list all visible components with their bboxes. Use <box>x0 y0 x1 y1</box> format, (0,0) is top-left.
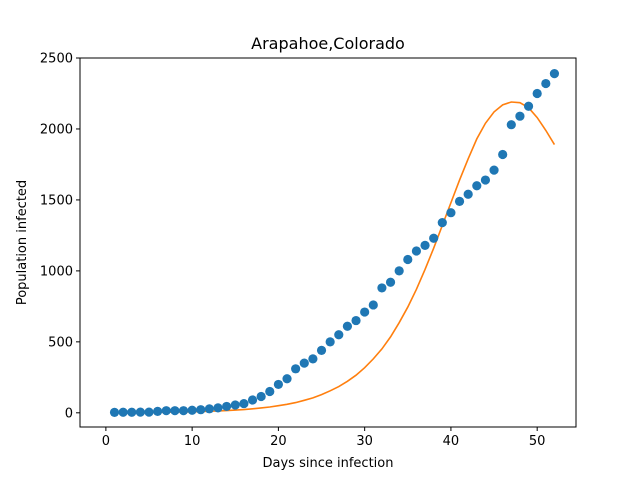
scatter-point <box>256 391 266 402</box>
scatter-point <box>187 405 197 415</box>
scatter-point <box>394 266 404 276</box>
scatter-point <box>118 407 128 417</box>
x-axis-label: Days since infection <box>263 456 394 471</box>
scatter-point <box>308 354 318 364</box>
x-tick-label: 20 <box>270 434 287 449</box>
scatter-point <box>480 175 491 185</box>
scatter-point <box>127 407 137 417</box>
scatter-point <box>437 218 447 228</box>
scatter-point <box>523 101 534 111</box>
scatter-point <box>325 337 335 347</box>
scatter-point <box>532 88 542 99</box>
scatter-point <box>472 181 482 191</box>
scatter-point <box>161 406 171 416</box>
y-tick-label: 1000 <box>40 264 73 279</box>
scatter-point <box>196 405 206 415</box>
scatter-point <box>454 196 465 206</box>
scatter-point <box>299 358 309 368</box>
x-tick-label: 10 <box>184 434 201 449</box>
scatter-point <box>498 149 508 160</box>
scatter-point <box>273 379 283 390</box>
scatter-point <box>334 330 344 340</box>
scatter-point <box>506 120 516 130</box>
scatter-point <box>153 406 163 416</box>
y-tick-label: 2000 <box>40 122 73 137</box>
scatter-point <box>204 404 214 414</box>
scatter-point <box>170 406 180 416</box>
scatter-point <box>230 400 240 410</box>
scatter-point <box>178 406 189 416</box>
scatter-point <box>291 364 301 374</box>
scatter-point <box>239 398 249 409</box>
scatter-point <box>489 165 499 175</box>
scatter-point <box>403 254 413 265</box>
scatter-point <box>411 246 422 256</box>
y-axis-label: Population infected <box>15 180 30 305</box>
scatter-point <box>360 307 370 317</box>
scatter-point <box>368 300 378 310</box>
scatter-point <box>213 403 223 413</box>
scatter-point <box>420 240 430 250</box>
axes-frame <box>79 57 577 428</box>
plot-area <box>109 69 560 417</box>
x-tick-label: 40 <box>443 434 460 449</box>
chart-title: Arapahoe,Colorado <box>251 34 405 53</box>
scatter-point <box>342 321 353 331</box>
x-tick-label: 0 <box>102 434 110 449</box>
scatter-point <box>515 111 525 121</box>
scatter-point <box>222 401 232 412</box>
scatter-point <box>265 386 275 397</box>
y-tick-label: 500 <box>48 335 73 350</box>
scatter-point <box>316 345 327 355</box>
x-tick-label: 30 <box>356 434 373 449</box>
scatter-point <box>135 407 145 417</box>
y-tick-label: 0 <box>65 406 73 421</box>
scatter-point <box>377 283 387 293</box>
scatter-point <box>446 208 456 218</box>
scatter-point <box>463 189 473 199</box>
scatter-point <box>282 374 292 384</box>
scatter-point <box>109 407 120 417</box>
scatter-point <box>385 277 396 287</box>
y-tick-label: 1500 <box>40 193 73 208</box>
scatter-point <box>429 233 439 243</box>
y-tick-label: 2500 <box>40 52 73 67</box>
scatter-point <box>247 395 258 405</box>
x-tick-label: 50 <box>529 434 546 449</box>
scatter-point <box>549 69 560 79</box>
scatter-point <box>541 78 551 89</box>
scatter-point <box>144 407 154 417</box>
scatter-point <box>351 315 361 326</box>
